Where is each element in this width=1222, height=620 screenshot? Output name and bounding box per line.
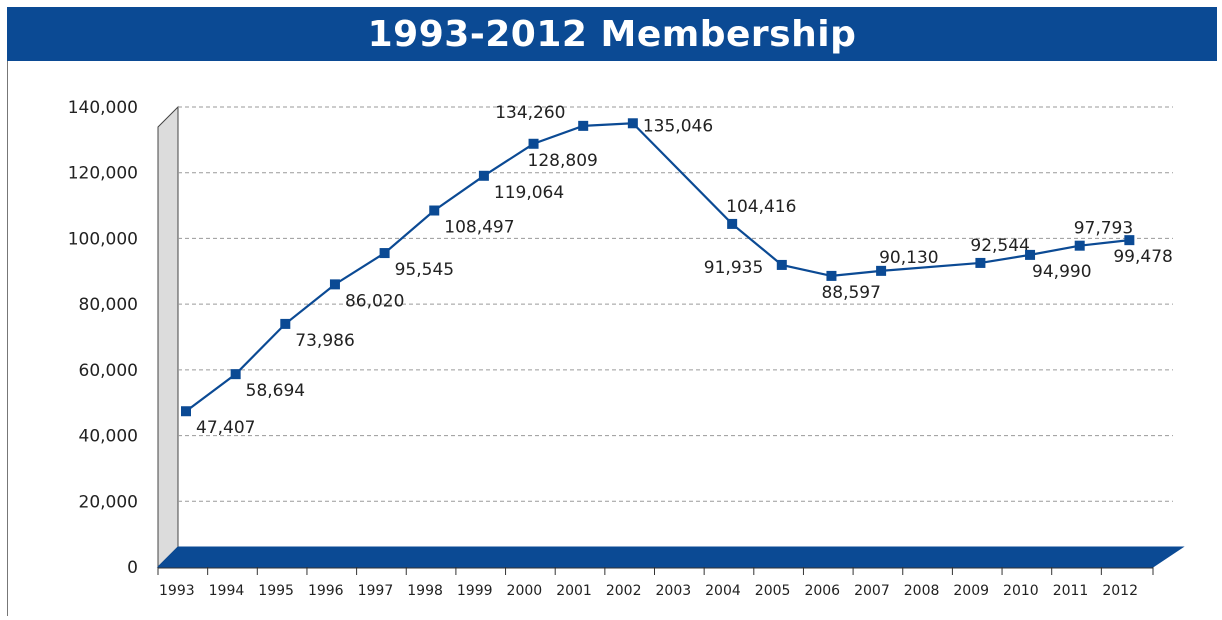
x-tick-label: 1996 — [308, 583, 344, 599]
data-point — [280, 318, 291, 329]
x-tick-label: 2002 — [606, 583, 642, 599]
y-tick-label: 60,000 — [79, 361, 138, 381]
data-label: 128,809 — [528, 151, 598, 171]
x-tick-label: 2011 — [1053, 583, 1089, 599]
title-bar: 1993-2012 Membership — [7, 7, 1217, 61]
x-tick-label: 1999 — [457, 583, 493, 599]
y-tick-label: 140,000 — [68, 98, 138, 118]
y-tick-label: 120,000 — [68, 164, 138, 184]
data-label: 97,793 — [1074, 219, 1133, 239]
x-tick-label: 2010 — [1003, 583, 1039, 599]
data-label: 47,407 — [196, 418, 255, 438]
chart-floor — [156, 546, 1185, 568]
y-tick-label: 100,000 — [68, 229, 138, 249]
x-tick-label: 2003 — [656, 583, 692, 599]
x-tick-label: 2007 — [854, 583, 890, 599]
data-label: 119,064 — [494, 183, 564, 203]
x-tick-label: 2008 — [904, 583, 940, 599]
x-tick-label: 2000 — [507, 583, 543, 599]
x-tick-label: 2012 — [1102, 583, 1138, 599]
data-label: 92,544 — [970, 236, 1029, 256]
data-point — [1124, 235, 1135, 246]
data-point — [826, 270, 837, 281]
x-tick-label: 2005 — [755, 583, 791, 599]
frame-left-rule — [7, 61, 8, 616]
data-label: 86,020 — [345, 291, 404, 311]
data-label: 58,694 — [246, 381, 305, 401]
data-label: 104,416 — [726, 197, 796, 217]
data-point — [329, 279, 340, 290]
data-label: 94,990 — [1032, 262, 1091, 282]
y-tick-label: 0 — [127, 558, 138, 578]
data-label: 91,935 — [704, 258, 763, 278]
x-tick-label: 1998 — [407, 583, 443, 599]
x-tick-label: 2009 — [953, 583, 989, 599]
data-label: 88,597 — [821, 283, 880, 303]
data-point — [181, 406, 191, 417]
data-point — [727, 218, 738, 229]
data-label: 135,046 — [643, 116, 713, 136]
data-label: 108,497 — [444, 218, 514, 238]
data-point — [528, 138, 539, 149]
data-point — [429, 205, 440, 216]
x-tick-label: 2001 — [556, 583, 592, 599]
data-point — [1074, 240, 1085, 251]
data-point — [478, 170, 489, 181]
data-point — [876, 265, 887, 276]
x-tick-label: 1993 — [159, 583, 195, 599]
data-point — [379, 248, 390, 259]
data-point — [627, 118, 638, 129]
y-tick-label: 80,000 — [79, 295, 138, 315]
y-tick-label: 40,000 — [79, 427, 138, 447]
x-tick-label: 1995 — [258, 583, 294, 599]
data-label: 134,260 — [495, 103, 565, 123]
x-tick-label: 2006 — [804, 583, 840, 599]
series-line — [185, 122, 1130, 413]
data-point — [230, 369, 241, 380]
y-tick-label: 20,000 — [79, 492, 138, 512]
data-point — [975, 257, 986, 268]
data-point — [776, 259, 787, 270]
left-wall — [157, 105, 179, 569]
x-tick-label: 1994 — [209, 583, 245, 599]
data-label: 73,986 — [295, 331, 354, 351]
x-tick-label: 2004 — [705, 583, 741, 599]
data-label: 90,130 — [879, 248, 938, 268]
chart-title: 1993-2012 Membership — [367, 13, 857, 55]
data-label: 95,545 — [395, 260, 454, 280]
data-point — [1025, 249, 1036, 260]
data-point — [578, 120, 589, 131]
data-label: 99,478 — [1113, 247, 1172, 267]
x-tick-label: 1997 — [358, 583, 394, 599]
